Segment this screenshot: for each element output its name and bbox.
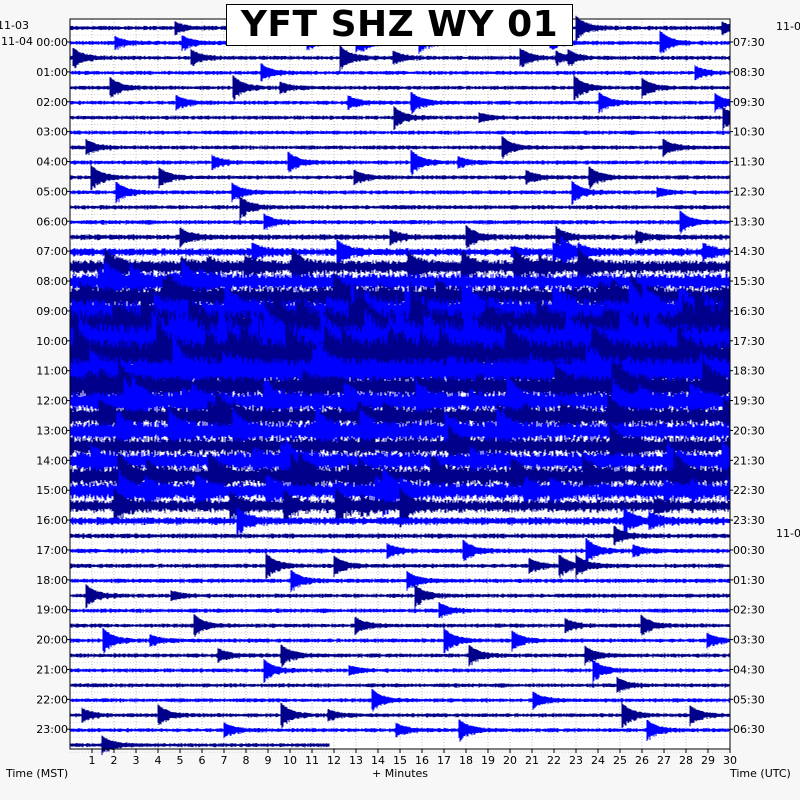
left-time-label: 12:00	[36, 395, 68, 408]
x-tick-label: 26	[635, 754, 649, 767]
left-time-label: 09:00	[36, 305, 68, 318]
left-time-label: 22:00	[36, 693, 68, 706]
left-time-label: 03:00	[36, 126, 68, 139]
right-time-label: 13:30	[733, 215, 765, 228]
x-tick-label: 27	[657, 754, 671, 767]
x-tick-label: 14	[371, 754, 385, 767]
left-time-label: 08:00	[36, 275, 68, 288]
chart-title: YFT SHZ WY 01	[226, 4, 573, 46]
right-time-label: 14:30	[733, 245, 765, 258]
x-tick-label: 8	[243, 754, 250, 767]
x-tick-label: 3	[133, 754, 140, 767]
left-time-label: 14:00	[36, 454, 68, 467]
right-time-label: 12:30	[733, 185, 765, 198]
x-axis-ticks: 1 2 3 4 5 6 7 8 9 10 11 12 13 14 15 16 17 18 19 20 21 22 23 24 2…	[89, 749, 737, 767]
left-time-label: 00:00	[36, 36, 68, 49]
left-time-label: 13:00	[36, 424, 68, 437]
left-time-label: 10:00	[36, 335, 68, 348]
left-axis-title: Time (MST)	[5, 767, 68, 780]
left-time-label: 05:00	[36, 185, 68, 198]
x-tick-label: 18	[459, 754, 473, 767]
x-axis-title: + Minutes	[372, 767, 428, 780]
left-time-labels: 00:00 01:00 02:00 03:00 04:00 05:00 06:00 07:00…	[36, 36, 70, 736]
x-tick-label: 15	[393, 754, 407, 767]
right-axis-title: Time (UTC)	[729, 767, 791, 780]
x-tick-label: 1	[89, 754, 96, 767]
left-time-label: 07:00	[36, 245, 68, 258]
x-tick-label: 11	[305, 754, 319, 767]
x-tick-label: 25	[613, 754, 627, 767]
right-time-label: 23:30	[733, 514, 765, 527]
left-time-label: 06:00	[36, 215, 68, 228]
right-time-label: 03:30	[733, 634, 765, 647]
right-time-label: 06:30	[733, 723, 765, 736]
left-time-label: 16:00	[36, 514, 68, 527]
left-time-label: 23:00	[36, 723, 68, 736]
left-date-label-2: 11-04	[1, 35, 33, 48]
x-tick-label: 12	[327, 754, 341, 767]
x-tick-label: 30	[723, 754, 737, 767]
x-tick-label: 29	[701, 754, 715, 767]
right-time-label: 01:30	[733, 574, 765, 587]
right-time-label: 09:30	[733, 96, 765, 109]
right-time-label: 00:30	[733, 544, 765, 557]
right-time-label: 15:30	[733, 275, 765, 288]
x-tick-label: 16	[415, 754, 429, 767]
left-time-label: 19:00	[36, 604, 68, 617]
right-time-label: 04:30	[733, 663, 765, 676]
x-tick-label: 19	[481, 754, 495, 767]
x-tick-label: 2	[111, 754, 118, 767]
right-time-label: 10:30	[733, 126, 765, 139]
x-tick-label: 24	[591, 754, 605, 767]
right-time-label: 07:30	[733, 36, 765, 49]
left-time-label: 11:00	[36, 365, 68, 378]
right-time-label: 05:30	[733, 693, 765, 706]
right-time-label: 08:30	[733, 66, 765, 79]
right-date-label-2: 11-0	[776, 527, 800, 540]
left-time-label: 04:00	[36, 156, 68, 169]
right-time-labels: 07:30 08:30 09:30 10:30 11:30 12:30 13:30 14:30…	[730, 36, 765, 736]
right-time-label: 11:30	[733, 156, 765, 169]
x-tick-label: 20	[503, 754, 517, 767]
x-tick-label: 22	[547, 754, 561, 767]
left-date-label-1: 11-03	[0, 19, 29, 32]
left-time-label: 15:00	[36, 484, 68, 497]
right-time-label: 21:30	[733, 454, 765, 467]
left-time-label: 17:00	[36, 544, 68, 557]
x-tick-label: 21	[525, 754, 539, 767]
x-tick-label: 23	[569, 754, 583, 767]
x-tick-label: 13	[349, 754, 363, 767]
right-time-label: 16:30	[733, 305, 765, 318]
left-time-label: 21:00	[36, 663, 68, 676]
x-tick-label: 28	[679, 754, 693, 767]
right-time-label: 17:30	[733, 335, 765, 348]
x-tick-label: 10	[283, 754, 297, 767]
left-time-label: 01:00	[36, 66, 68, 79]
right-time-label: 19:30	[733, 395, 765, 408]
x-tick-label: 5	[177, 754, 184, 767]
right-time-label: 22:30	[733, 484, 765, 497]
x-tick-label: 4	[155, 754, 162, 767]
left-time-label: 02:00	[36, 96, 68, 109]
right-date-label-1: 11-0	[776, 20, 800, 33]
left-time-label: 20:00	[36, 634, 68, 647]
x-tick-label: 7	[221, 754, 228, 767]
x-tick-label: 6	[199, 754, 206, 767]
x-tick-label: 17	[437, 754, 451, 767]
right-time-label: 20:30	[733, 424, 765, 437]
right-time-label: 18:30	[733, 365, 765, 378]
x-tick-label: 9	[265, 754, 272, 767]
left-time-label: 18:00	[36, 574, 68, 587]
right-time-label: 02:30	[733, 604, 765, 617]
